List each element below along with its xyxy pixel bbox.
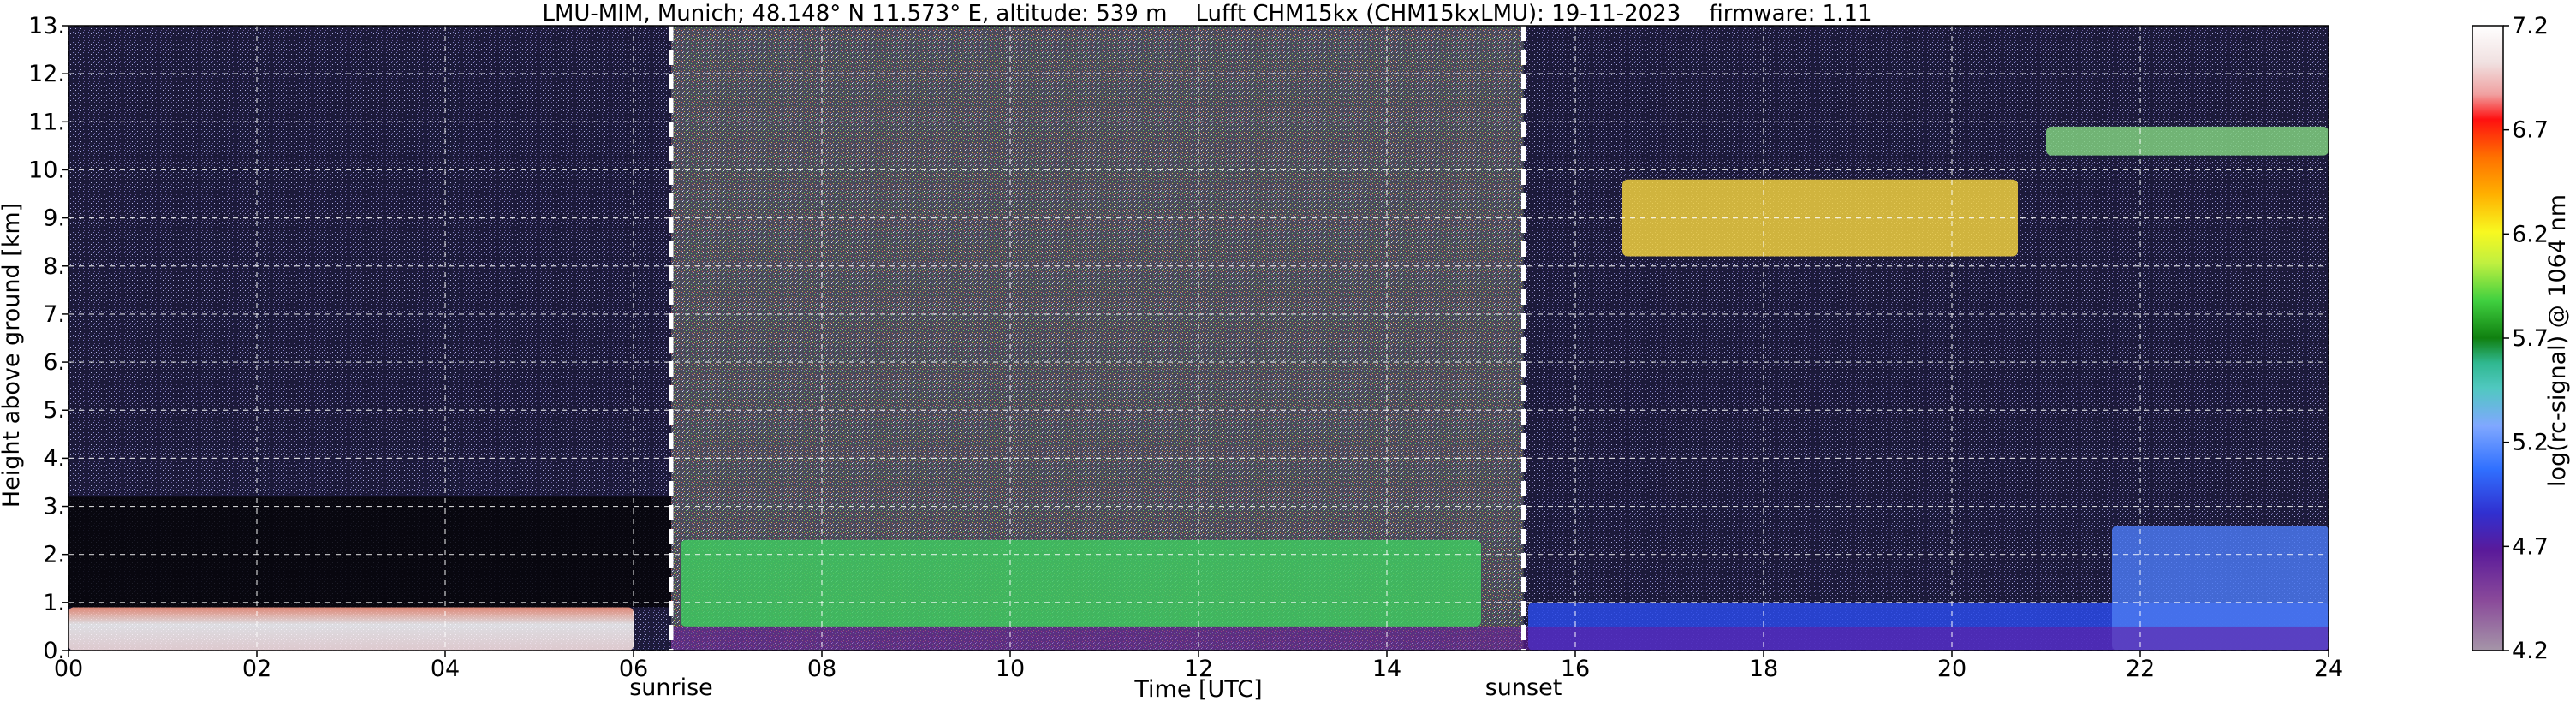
colorbar <box>2472 25 2504 651</box>
y-tick-label: 13. <box>28 13 65 39</box>
x-axis-label: Time [UTC] <box>1133 676 1262 703</box>
x-tick-label: 10 <box>996 656 1025 682</box>
y-tick-label: 1. <box>43 590 65 616</box>
y-tick-label: 12. <box>28 61 65 87</box>
feature-daytime-low-cloud-layers <box>681 539 1481 627</box>
feature-night-boundary-layer-aerosol <box>68 607 634 651</box>
x-tick-label: 18 <box>1749 656 1778 682</box>
x-tick-label: 24 <box>2314 656 2343 682</box>
y-tick-label: 8. <box>43 253 65 280</box>
x-tick-label: 14 <box>1372 656 1401 682</box>
x-tick-label: 04 <box>431 656 460 682</box>
sunset-label: sunset <box>1485 674 1562 701</box>
chart-title: LMU-MIM, Munich; 48.148° N 11.573° E, al… <box>542 1 1871 27</box>
colorbar-tick-label: 5.2 <box>2512 430 2549 456</box>
x-tick-label: 08 <box>807 656 836 682</box>
y-axis-label: Height above ground [km] <box>0 203 25 508</box>
quiet-region <box>68 496 671 608</box>
y-tick-label: 9. <box>43 205 65 232</box>
surface-layer <box>671 626 2329 651</box>
y-tick-label: 10. <box>28 157 65 183</box>
x-tick-label: 12 <box>1184 656 1213 682</box>
y-tick-label: 6. <box>43 349 65 376</box>
y-tick-label: 7. <box>43 301 65 328</box>
colorbar-tick-label: 4.7 <box>2512 533 2549 560</box>
x-tick-label: 02 <box>242 656 271 682</box>
x-tick-label: 22 <box>2126 656 2155 682</box>
x-tick-label: 00 <box>54 656 83 682</box>
x-tick-label: 20 <box>1937 656 1966 682</box>
colorbar-tick-label: 4.2 <box>2512 638 2549 664</box>
x-tick-label: 06 <box>619 656 648 682</box>
colorbar-tick-label: 6.7 <box>2512 117 2549 144</box>
feature-late-night-aerosol-layer <box>2112 526 2329 651</box>
y-tick-label: 11. <box>28 109 65 135</box>
x-tick-label: 16 <box>1561 656 1590 682</box>
y-tick-label: 4. <box>43 445 65 472</box>
colorbar-label: log(rc-signal) @ 1064 nm <box>2544 194 2571 487</box>
colorbar-tick-label: 5.7 <box>2512 325 2549 352</box>
feature-high-thin-cloud <box>2046 126 2329 156</box>
y-tick-label: 0. <box>43 638 65 664</box>
y-tick-label: 5. <box>43 397 65 424</box>
sunrise-label: sunrise <box>629 674 713 701</box>
colorbar-tick-label: 6.2 <box>2512 221 2549 247</box>
y-tick-label: 2. <box>43 542 65 568</box>
y-tick-label: 3. <box>43 494 65 520</box>
colorbar-tick-label: 7.2 <box>2512 13 2549 39</box>
